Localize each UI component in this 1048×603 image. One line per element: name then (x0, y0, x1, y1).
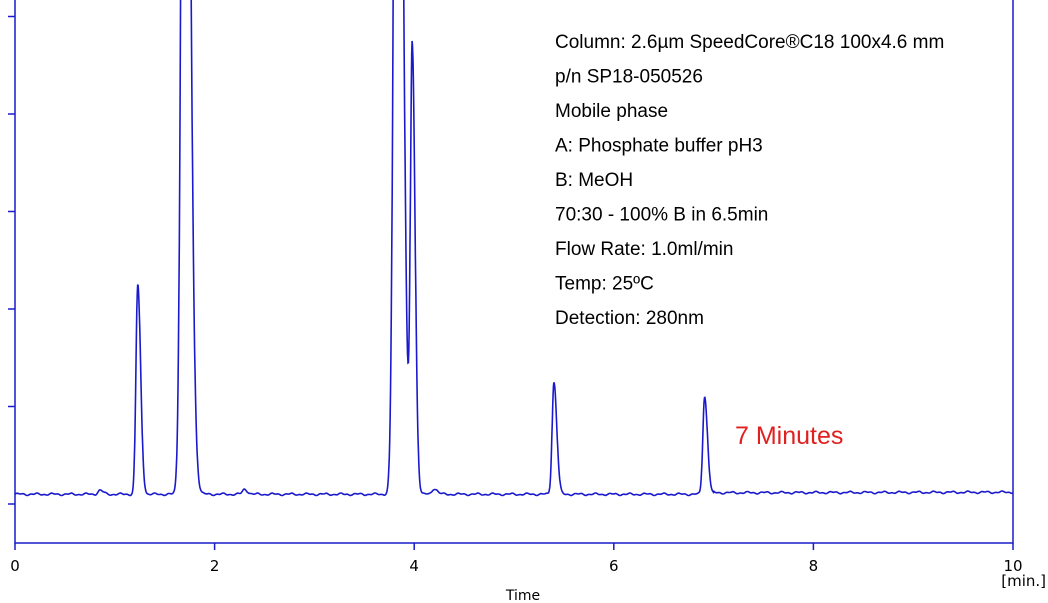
condition-line-3: A: Phosphate buffer pH3 (555, 136, 763, 157)
x-axis-title: Time (505, 588, 540, 603)
plot-frame (14, 0, 1014, 544)
run-time-label: 7 Minutes (735, 422, 843, 450)
x-axis-unit: [min.] (1001, 572, 1046, 590)
condition-line-7: Temp: 25ºC (555, 274, 654, 295)
x-tick-label-0: 0 (10, 557, 20, 575)
chromatography-conditions: Column: 2.6µm SpeedCore®C18 100x4.6 mm p/… (555, 32, 944, 329)
x-tick-label-5: 10 (1003, 557, 1022, 575)
condition-line-4: B: MeOH (555, 170, 633, 191)
condition-line-8: Detection: 280nm (555, 308, 704, 329)
chromatogram-trace (15, 0, 1013, 497)
x-tick-label-2: 4 (409, 557, 419, 575)
condition-line-2: Mobile phase (555, 101, 668, 122)
x-tick-label-3: 6 (609, 557, 619, 575)
condition-line-6: Flow Rate: 1.0ml/min (555, 239, 733, 260)
condition-line-0: Column: 2.6µm SpeedCore®C18 100x4.6 mm (555, 32, 944, 53)
x-axis-ticks (14, 543, 1014, 550)
condition-line-5: 70:30 - 100% B in 6.5min (555, 205, 768, 226)
x-tick-label-4: 8 (809, 557, 819, 575)
x-tick-label-1: 2 (210, 557, 220, 575)
condition-line-1: p/n SP18-050526 (555, 67, 703, 88)
y-axis-ticks (8, 15, 15, 505)
x-axis-tick-labels: 0 2 4 6 8 10 (10, 557, 1022, 575)
